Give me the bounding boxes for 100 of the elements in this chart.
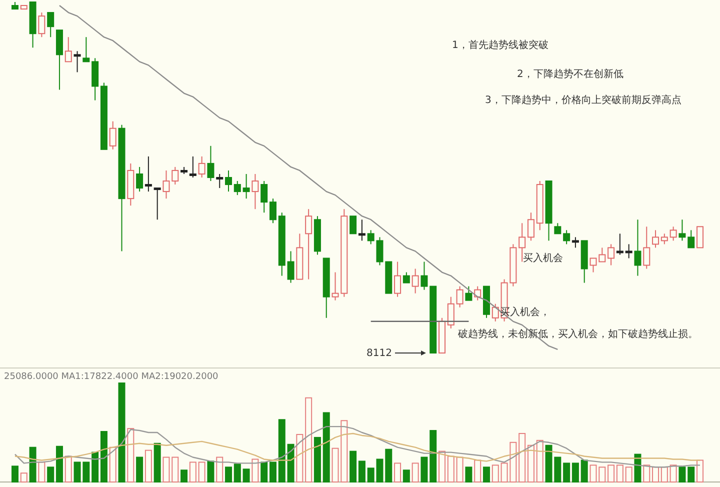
candlestick	[678, 219, 686, 242]
bar	[305, 397, 312, 482]
bar	[482, 466, 490, 482]
bar	[234, 464, 241, 482]
candlestick	[670, 226, 677, 242]
bar	[252, 458, 259, 482]
bar	[474, 460, 482, 482]
bar	[492, 464, 499, 482]
candlestick	[660, 233, 668, 245]
bar	[269, 462, 276, 482]
candlestick	[563, 230, 570, 245]
candlestick	[162, 170, 170, 200]
candlestick	[287, 250, 294, 284]
bar	[64, 456, 72, 482]
candlestick	[234, 180, 241, 196]
bar	[430, 430, 437, 482]
bar	[278, 419, 286, 482]
bar	[608, 464, 615, 482]
bar	[189, 462, 196, 482]
candlestick	[154, 188, 161, 220]
bar	[394, 462, 402, 482]
bar	[563, 462, 570, 482]
candlestick	[189, 156, 196, 178]
bar	[127, 428, 134, 482]
bar	[29, 446, 36, 482]
candlestick	[598, 247, 606, 262]
bar	[385, 448, 392, 482]
candlestick	[64, 36, 72, 62]
bar	[225, 466, 232, 482]
bar	[688, 466, 695, 482]
bar	[616, 464, 624, 482]
candlestick	[652, 230, 660, 248]
candlestick	[350, 216, 357, 234]
candlestick	[358, 219, 366, 242]
candlestick	[412, 268, 419, 294]
bar	[92, 452, 99, 482]
bar	[350, 450, 357, 482]
candlestick	[172, 166, 179, 186]
bar	[598, 466, 606, 482]
candlestick	[252, 173, 259, 210]
bar	[660, 466, 668, 482]
candlestick	[465, 286, 472, 301]
bar	[260, 462, 268, 482]
annotation: 3，下降趋势中，价格向上突破前期反弹高点	[485, 94, 682, 106]
bar	[322, 412, 330, 482]
bar	[118, 382, 126, 482]
bar	[109, 446, 116, 482]
bar	[643, 464, 650, 482]
bar	[625, 466, 632, 482]
candlestick	[492, 303, 499, 322]
bar	[590, 464, 597, 482]
bar	[447, 456, 454, 482]
bar	[580, 460, 588, 482]
candlestick	[47, 12, 54, 38]
bar	[198, 462, 206, 482]
annotation: 2，下降趋势不在创新低	[517, 68, 624, 80]
candlestick	[643, 226, 650, 270]
candlestick	[608, 244, 615, 266]
bar	[12, 466, 18, 482]
candlestick	[402, 272, 410, 284]
bar	[314, 436, 321, 482]
candlestick	[38, 12, 46, 38]
bar	[527, 444, 534, 482]
candlestick	[688, 230, 695, 248]
candlestick	[144, 156, 152, 192]
bar	[670, 464, 677, 482]
candlestick	[625, 244, 632, 259]
candlestick	[225, 170, 232, 192]
bar	[438, 450, 446, 482]
candlestick	[420, 261, 428, 290]
candlestick	[696, 226, 704, 248]
bar	[358, 460, 366, 482]
candlestick	[590, 258, 597, 273]
candlestick	[616, 233, 624, 256]
candlestick	[447, 296, 454, 329]
bar	[154, 442, 161, 482]
bar	[296, 434, 304, 482]
bar	[678, 466, 686, 482]
candlestick	[260, 180, 268, 214]
candlestick	[305, 208, 312, 280]
bar	[402, 470, 410, 482]
candlestick	[572, 236, 579, 248]
bar	[536, 440, 544, 482]
bar	[38, 462, 46, 482]
candlestick	[216, 173, 224, 189]
candlestick	[269, 198, 276, 224]
bar	[207, 460, 214, 482]
bar	[465, 466, 472, 482]
bar	[144, 450, 152, 482]
candlestick	[554, 222, 562, 234]
candlestick	[242, 173, 250, 200]
bar	[420, 456, 428, 482]
bar	[216, 456, 224, 482]
bar	[696, 460, 704, 482]
bar	[47, 466, 54, 482]
candlestick	[198, 156, 206, 178]
annotation: 买入机会	[523, 252, 563, 264]
bar	[412, 462, 419, 482]
candlestick	[527, 212, 534, 242]
candlestick	[109, 120, 116, 150]
